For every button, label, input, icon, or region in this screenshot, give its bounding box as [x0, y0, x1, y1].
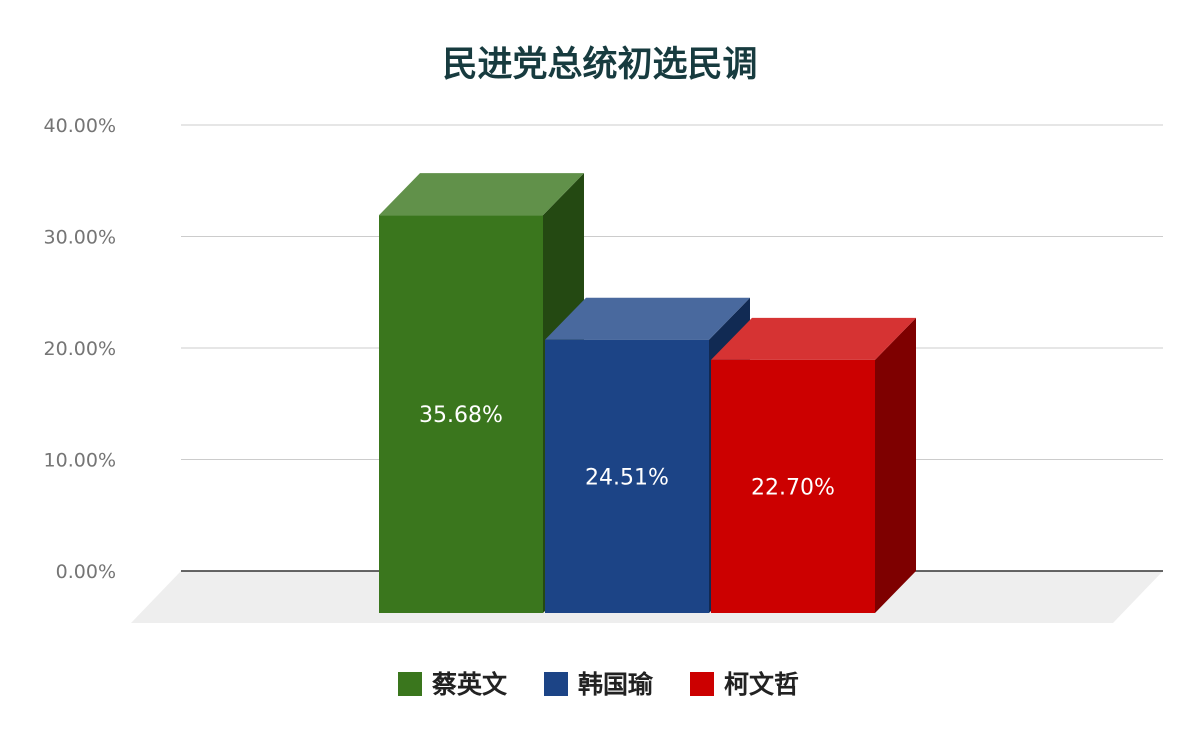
chart-bars-layer: 35.68% 24.51% 22.70%	[379, 173, 916, 613]
data-label: 24.51%	[585, 465, 669, 490]
y-tick-label: 40.00%	[44, 115, 116, 137]
legend-label: 柯文哲	[724, 670, 799, 699]
legend-label: 韩国瑜	[578, 670, 654, 699]
data-label: 35.68%	[419, 403, 503, 428]
legend-item: 蔡英文	[398, 670, 508, 699]
chart-title: 民进党总统初选民调	[442, 45, 757, 85]
bar-front	[379, 215, 543, 613]
data-label: 22.70%	[751, 475, 835, 500]
legend-swatch	[690, 672, 714, 696]
chart-legend-layer: 蔡英文 韩国瑜 柯文哲	[398, 670, 799, 699]
legend-label: 蔡英文	[432, 670, 508, 699]
legend-item: 韩国瑜	[544, 670, 654, 699]
legend-item: 柯文哲	[690, 670, 799, 699]
bar-top	[379, 173, 584, 216]
y-tick-label: 30.00%	[44, 227, 116, 249]
bar-side	[875, 317, 916, 613]
y-tick-label: 20.00%	[44, 338, 116, 360]
bar: 22.70%	[711, 317, 916, 613]
bar-front	[545, 339, 709, 613]
legend-swatch	[398, 672, 422, 696]
y-tick-label: 0.00%	[56, 561, 116, 583]
legend-swatch	[544, 672, 568, 696]
bar-top	[545, 297, 750, 340]
bar-top	[711, 317, 916, 360]
bar-front	[711, 359, 875, 613]
y-tick-label: 10.00%	[44, 450, 116, 472]
